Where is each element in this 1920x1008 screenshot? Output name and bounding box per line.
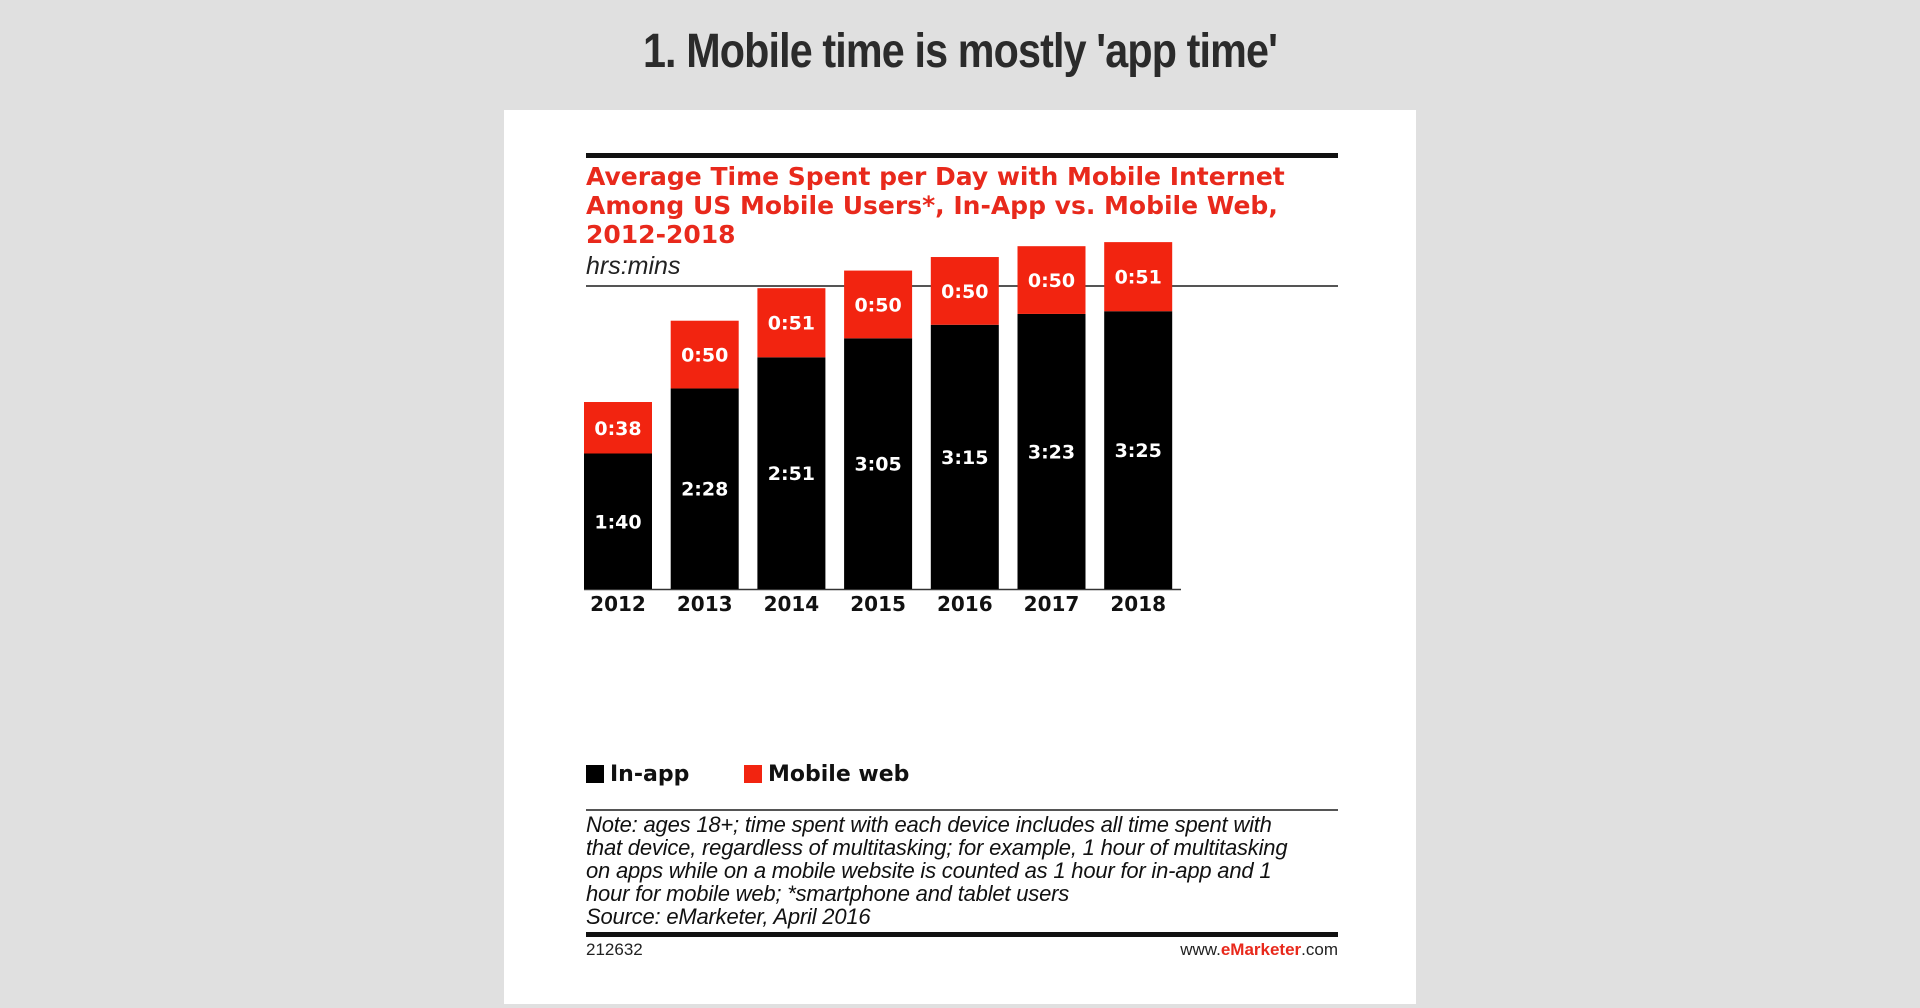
data-label-inapp: 2:51 [768, 463, 815, 485]
data-label-mobile-web: 0:51 [768, 313, 815, 335]
x-tick-label: 2015 [850, 592, 906, 616]
note-line: hour for mobile web; *smartphone and tab… [586, 881, 1070, 906]
x-tick-label: 2018 [1110, 592, 1166, 616]
legend-swatch-mobile-web [744, 765, 762, 783]
legend-label-mobile-web: Mobile web [768, 762, 910, 787]
data-label-mobile-web: 0:51 [1115, 267, 1162, 289]
x-tick-label: 2012 [590, 592, 646, 616]
top-rule [586, 153, 1338, 158]
bar-inapp [1104, 311, 1173, 589]
bar-mobile-web [1017, 246, 1086, 314]
bar-mobile-web [670, 320, 739, 389]
note-line: on apps while on a mobile website is cou… [586, 858, 1272, 883]
x-tick-label: 2013 [677, 592, 733, 616]
bar-mobile-web [584, 402, 652, 454]
data-label-inapp: 2:28 [681, 479, 728, 501]
bar-mobile-web [930, 257, 999, 325]
bar-mobile-web [757, 288, 826, 358]
chart-note: Note: ages 18+; time spent with each dev… [586, 813, 1346, 928]
bar-mobile-web [1104, 242, 1173, 312]
legend-label-inapp: In-app [610, 762, 690, 787]
bar-inapp [757, 357, 826, 589]
data-label-inapp: 3:05 [854, 454, 901, 476]
data-label-mobile-web: 0:50 [854, 294, 901, 316]
legend-swatch-inapp [586, 765, 604, 783]
data-label-mobile-web: 0:50 [681, 345, 728, 367]
data-label-mobile-web: 0:50 [1028, 270, 1075, 292]
x-tick-label: 2016 [937, 592, 993, 616]
x-tick-label: 2017 [1024, 592, 1080, 616]
bar-mobile-web [844, 270, 913, 339]
bar-inapp [844, 338, 913, 589]
legend-item-mobile-web: Mobile web [744, 762, 909, 787]
bar-inapp [670, 388, 739, 589]
stacked-bar-chart: 1:40 0:38 2012 2:28 0:50 2013 2:51 0:51 2014 3:05… [584, 242, 1181, 616]
chart-id: 212632 [586, 940, 643, 959]
bar-inapp [930, 324, 999, 589]
chart-title: Average Time Spent per Day with Mobile I… [586, 162, 1285, 249]
note-line: Note: ages 18+; time spent with each dev… [586, 812, 1272, 837]
note-rule [586, 809, 1338, 811]
bottom-rule [586, 932, 1338, 937]
data-label-inapp: 1:40 [594, 511, 641, 533]
note-line: that device, regardless of multitasking;… [586, 835, 1288, 860]
brand-suffix: .com [1301, 940, 1338, 959]
data-label-inapp: 3:25 [1115, 440, 1162, 462]
slide-title: 1. Mobile time is mostly 'app time' [642, 25, 1278, 78]
brand-logo: www.eMarketer.com [1180, 940, 1338, 960]
chart-card: Average Time Spent per Day with Mobile I… [504, 110, 1416, 1004]
legend-item-inapp: In-app [586, 762, 689, 787]
brand-name: eMarketer [1220, 940, 1302, 959]
bar-inapp [584, 453, 652, 589]
data-label-inapp: 3:15 [941, 447, 988, 469]
brand-prefix: www. [1180, 940, 1221, 959]
x-tick-label: 2014 [764, 592, 820, 616]
data-label-mobile-web: 0:38 [594, 418, 641, 440]
source-line: Source: eMarketer, April 2016 [586, 904, 871, 929]
chart-unit-label: hrs:mins [586, 252, 681, 280]
bar-inapp [1017, 313, 1086, 589]
data-label-inapp: 3:23 [1028, 441, 1075, 463]
data-label-mobile-web: 0:50 [941, 281, 988, 303]
